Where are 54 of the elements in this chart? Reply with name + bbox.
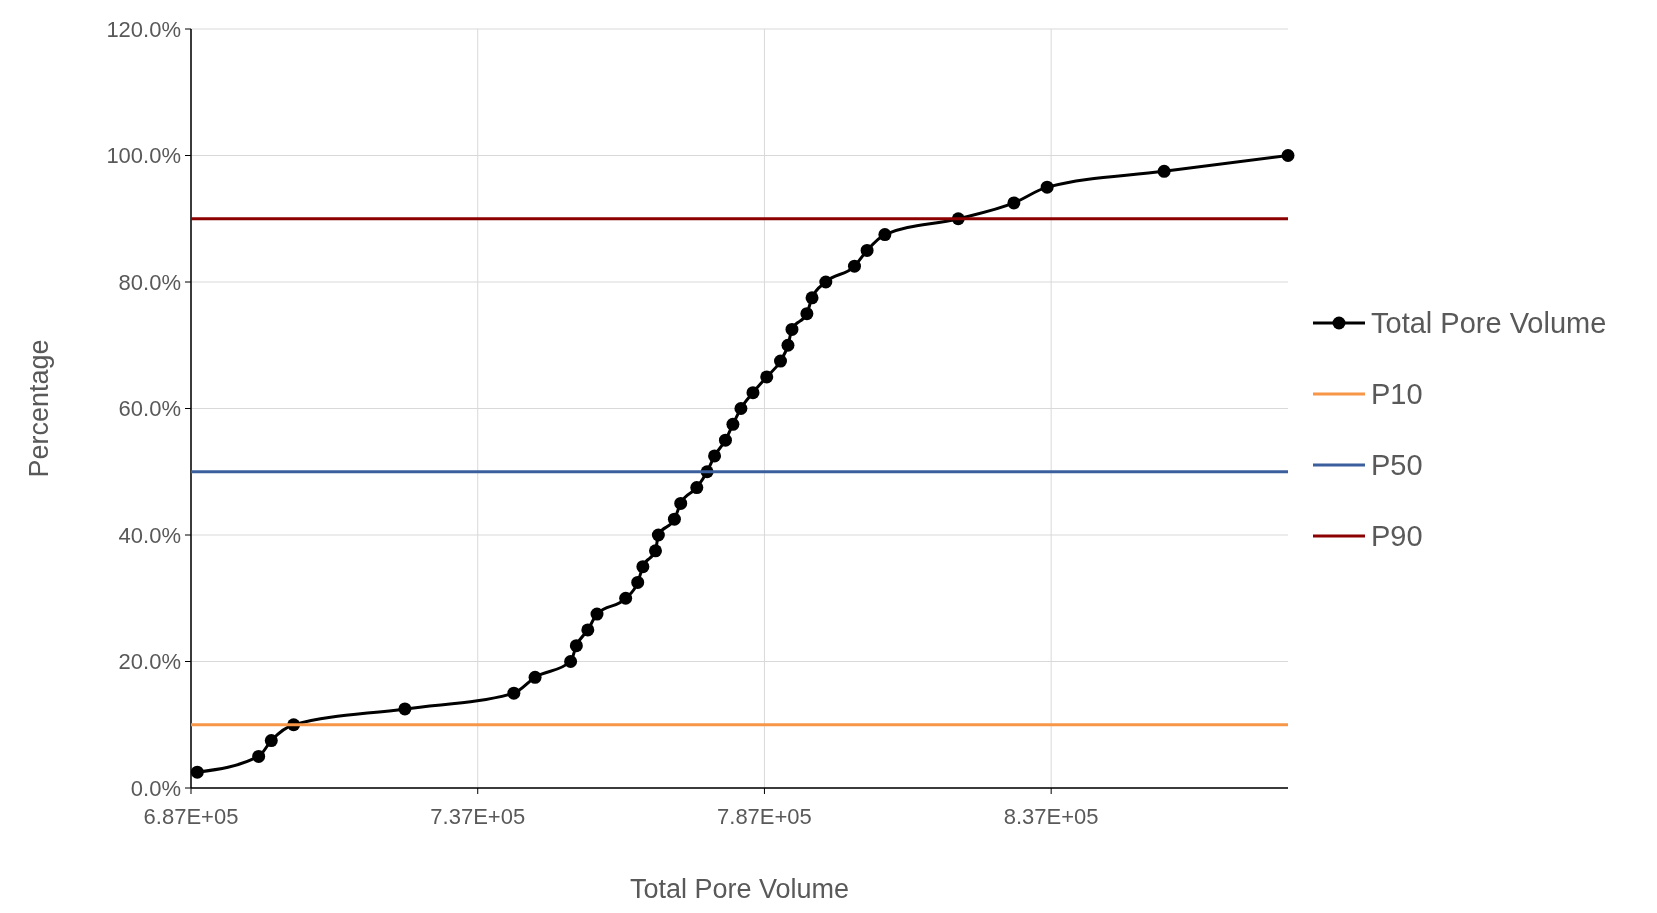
point <box>805 291 819 305</box>
y-tick-label: 20.0% <box>118 649 181 675</box>
point <box>648 544 662 558</box>
legend-label: P50 <box>1371 449 1423 482</box>
point <box>1040 180 1054 194</box>
point <box>819 275 833 289</box>
point <box>252 749 266 763</box>
y-tick-label: 40.0% <box>118 522 181 548</box>
point <box>581 623 595 637</box>
point <box>878 228 892 242</box>
point <box>781 338 795 352</box>
point <box>651 528 665 542</box>
point <box>718 433 732 447</box>
legend-label: P90 <box>1371 520 1423 553</box>
point <box>785 322 799 336</box>
point <box>569 639 583 653</box>
point <box>619 591 633 605</box>
point <box>708 449 722 463</box>
point <box>746 386 760 400</box>
y-tick-label: 60.0% <box>118 396 181 422</box>
point <box>1007 196 1021 210</box>
legend-label: P10 <box>1371 378 1423 411</box>
x-tick-label: 7.37E+05 <box>430 804 526 829</box>
point <box>264 734 278 748</box>
point <box>398 702 412 716</box>
x-tick-label: 7.87E+05 <box>717 804 812 829</box>
point <box>800 307 814 321</box>
y-tick-label: 100.0% <box>106 143 181 169</box>
point <box>190 765 204 779</box>
y-axis-title: Percentage <box>24 339 54 478</box>
x-tick-label: 8.37E+05 <box>1003 804 1099 829</box>
y-tick-label: 120.0% <box>106 16 181 42</box>
point <box>734 402 748 415</box>
point <box>760 370 774 384</box>
point <box>667 512 681 526</box>
point <box>774 354 787 368</box>
y-tick-label: 0.0% <box>130 775 181 801</box>
point <box>528 670 542 684</box>
point <box>564 655 578 668</box>
point <box>1281 149 1295 162</box>
legend-label: Total Pore Volume <box>1371 307 1607 340</box>
y-tick-label: 80.0% <box>118 269 181 295</box>
point <box>631 575 645 589</box>
point <box>507 686 521 700</box>
point <box>1157 164 1171 178</box>
point <box>636 560 650 574</box>
point <box>590 607 604 621</box>
x-axis-title: Total Pore Volume <box>629 874 850 904</box>
point <box>860 243 874 257</box>
point <box>847 259 861 273</box>
point <box>690 481 704 495</box>
point <box>726 417 740 431</box>
x-tick-label: 6.87E+05 <box>143 804 239 829</box>
point <box>674 496 688 510</box>
